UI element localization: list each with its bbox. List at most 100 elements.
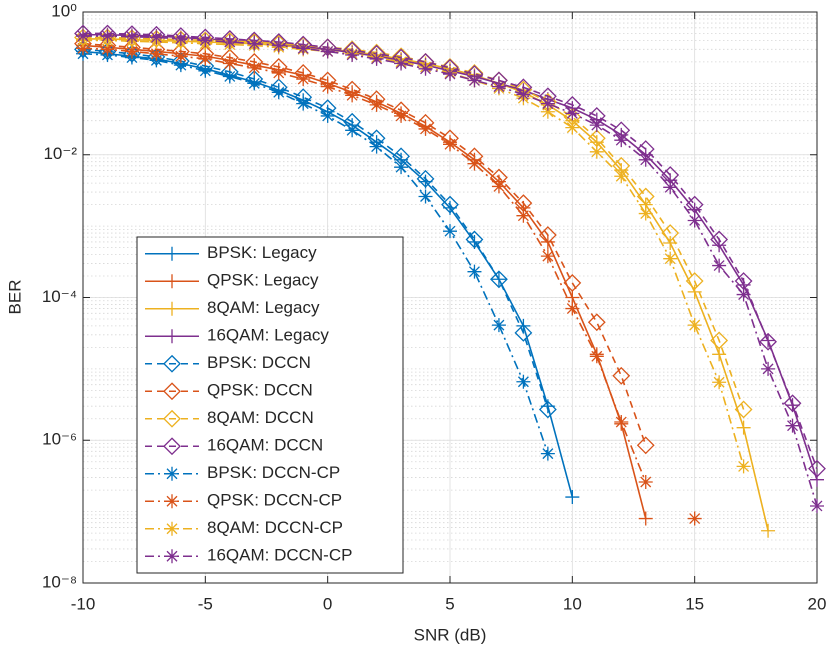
marker bbox=[441, 195, 459, 214]
marker bbox=[467, 73, 482, 88]
marker bbox=[540, 104, 555, 119]
marker bbox=[759, 332, 777, 351]
marker bbox=[416, 169, 435, 188]
marker bbox=[491, 272, 506, 287]
marker bbox=[173, 49, 188, 64]
marker bbox=[661, 224, 680, 242]
marker bbox=[783, 394, 802, 413]
marker bbox=[100, 42, 115, 57]
legend-label: QPSK: DCCN bbox=[207, 381, 313, 400]
legend-label: BPSK: Legacy bbox=[207, 243, 317, 262]
marker bbox=[394, 56, 409, 71]
marker bbox=[320, 79, 335, 94]
marker bbox=[563, 274, 582, 292]
marker bbox=[296, 72, 311, 87]
marker bbox=[173, 31, 188, 46]
marker bbox=[734, 400, 753, 419]
marker bbox=[345, 88, 360, 103]
series-line bbox=[83, 36, 745, 410]
legend-label: 8QAM: DCCN-CP bbox=[207, 518, 343, 537]
marker bbox=[736, 287, 751, 302]
series-line bbox=[83, 39, 745, 467]
x-tick-label: -5 bbox=[198, 594, 213, 613]
x-axis-label: SNR (dB) bbox=[414, 625, 487, 644]
marker bbox=[687, 213, 702, 228]
marker bbox=[369, 97, 384, 112]
marker bbox=[516, 374, 531, 389]
marker bbox=[636, 187, 655, 206]
marker bbox=[540, 96, 555, 111]
marker bbox=[810, 472, 824, 487]
marker bbox=[345, 47, 360, 62]
marker bbox=[808, 459, 826, 478]
marker bbox=[638, 206, 653, 221]
marker bbox=[320, 44, 335, 59]
marker bbox=[538, 226, 557, 244]
marker bbox=[516, 318, 531, 333]
marker bbox=[418, 121, 433, 136]
x-tick-label: 5 bbox=[445, 594, 454, 613]
marker bbox=[76, 29, 90, 44]
legend-marker bbox=[163, 382, 181, 401]
marker bbox=[198, 51, 213, 66]
x-tick-label: -10 bbox=[71, 594, 96, 613]
marker bbox=[76, 41, 90, 56]
marker bbox=[538, 400, 557, 419]
marker bbox=[369, 51, 384, 66]
marker bbox=[247, 36, 262, 51]
marker bbox=[271, 38, 286, 53]
legend-label: QPSK: DCCN-CP bbox=[207, 491, 342, 510]
legend-marker bbox=[163, 354, 181, 373]
legend-label: 16QAM: DCCN bbox=[207, 436, 323, 455]
marker bbox=[222, 34, 237, 49]
legend-marker bbox=[165, 466, 179, 481]
legend-marker bbox=[163, 409, 181, 428]
marker bbox=[638, 475, 653, 490]
legend-marker bbox=[165, 301, 179, 316]
marker bbox=[198, 33, 213, 48]
y-tick-label: 10⁻² bbox=[43, 144, 77, 163]
marker bbox=[589, 144, 604, 159]
marker bbox=[394, 160, 409, 175]
marker bbox=[761, 361, 776, 376]
marker bbox=[589, 118, 604, 133]
marker bbox=[247, 60, 262, 75]
marker bbox=[565, 490, 580, 505]
marker bbox=[565, 120, 580, 135]
marker bbox=[540, 249, 555, 264]
marker bbox=[685, 195, 704, 214]
legend-box bbox=[136, 236, 404, 574]
marker bbox=[491, 318, 506, 333]
marker bbox=[198, 63, 213, 78]
series-line bbox=[82, 42, 647, 446]
marker bbox=[663, 180, 678, 195]
y-tick-label: 10⁻⁸ bbox=[42, 572, 77, 591]
marker bbox=[345, 123, 360, 138]
marker bbox=[296, 96, 311, 111]
y-tick-label: 10⁻⁴ bbox=[42, 287, 77, 306]
marker bbox=[514, 323, 533, 342]
series-line bbox=[82, 52, 549, 454]
marker bbox=[712, 375, 727, 390]
legend-label: 16QAM: DCCN-CP bbox=[207, 546, 352, 565]
y-tick-label: 10⁻⁶ bbox=[42, 430, 77, 449]
legend-marker bbox=[165, 494, 179, 509]
marker bbox=[614, 169, 629, 184]
marker bbox=[124, 29, 139, 44]
legend-marker bbox=[165, 246, 179, 261]
marker bbox=[247, 76, 262, 91]
legend-marker bbox=[165, 549, 179, 564]
legend-marker bbox=[163, 437, 181, 456]
marker bbox=[467, 156, 482, 171]
marker bbox=[296, 41, 311, 56]
x-tick-label: 10 bbox=[563, 594, 582, 613]
marker bbox=[443, 67, 457, 82]
marker bbox=[173, 58, 188, 73]
marker bbox=[589, 349, 604, 364]
marker bbox=[810, 498, 824, 513]
marker bbox=[465, 230, 484, 249]
marker bbox=[418, 189, 433, 204]
legend-label: BPSK: DCCN bbox=[207, 353, 311, 372]
marker bbox=[490, 270, 508, 289]
